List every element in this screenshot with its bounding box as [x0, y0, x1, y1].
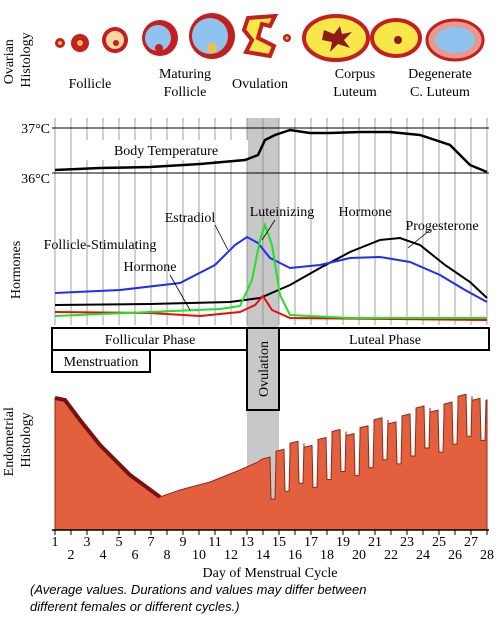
lh-curve	[54, 221, 487, 319]
menstrual-edge	[54, 396, 162, 499]
day-label: 24	[416, 548, 430, 563]
menstruation-bar	[51, 349, 151, 373]
luteal-label: Luteal Phase	[349, 333, 421, 348]
endometrium-shape	[54, 393, 488, 531]
day-label: 14	[256, 548, 270, 563]
progesterone-label: Progesterone	[405, 219, 478, 234]
day-label: 23	[400, 535, 414, 550]
day-label: 27	[464, 535, 478, 550]
ovary-icons	[55, 13, 485, 62]
stage-line: Follicle	[164, 85, 207, 100]
stage-line: Maturing	[159, 67, 211, 82]
stage-labels: Follicle Maturing Follicle Ovulation Corpus L…	[69, 67, 472, 100]
day-label: 15	[272, 535, 286, 550]
label-line: Endometrial	[2, 407, 17, 476]
ovulation-box	[246, 327, 280, 411]
day-label: 28	[480, 548, 494, 563]
day-label: 19	[336, 535, 350, 550]
stage-line: C. Luteum	[410, 85, 470, 100]
label-line: Histology	[19, 412, 34, 467]
note: different females or different cycles.)	[30, 599, 240, 614]
day-label: 18	[320, 548, 334, 563]
stage-line: Luteum	[333, 85, 377, 100]
day-label: 21	[368, 535, 382, 550]
estradiol-curve	[54, 235, 488, 303]
stage-label: Ovulation	[232, 77, 288, 92]
day-label: 3	[84, 535, 91, 550]
day-label: 4	[100, 548, 107, 563]
note: (Average values. Durations and values ma…	[30, 582, 367, 597]
stage-line: Degenerate	[408, 67, 472, 82]
day-label: 1	[52, 535, 59, 550]
day-label: 8	[164, 548, 171, 563]
hormones-label: Hormones	[9, 241, 24, 299]
day-label: 5	[116, 535, 123, 550]
lh-label: Luteinizing	[250, 205, 315, 220]
x-axis-title: Day of Menstrual Cycle	[203, 566, 338, 581]
day-labels: 1234567891011121314151617181920212223242…	[52, 535, 495, 563]
day-label: 12	[224, 548, 238, 563]
fsh-label: Follicle-Stimulating	[44, 238, 157, 253]
day-label: 6	[132, 548, 139, 563]
pointer-lines	[169, 219, 431, 311]
menstruation-label: Menstruation	[64, 355, 139, 370]
label-line: Ovarian	[2, 39, 17, 84]
estradiol-label: Estradiol	[165, 211, 216, 226]
fsh-curve	[54, 294, 488, 321]
day-label: 20	[352, 548, 366, 563]
day-label: 17	[304, 535, 318, 550]
stage-line: Corpus	[335, 67, 375, 82]
lh-label: Hormone	[339, 205, 392, 220]
stage-label: Degenerate C. Luteum	[408, 67, 472, 100]
label-bg	[84, 140, 248, 160]
fsh-label: Hormone	[124, 260, 177, 275]
stage-label: Follicle	[69, 77, 112, 92]
day-label: 2	[68, 548, 75, 563]
day-label: 9	[180, 535, 187, 550]
ovarian-label: Ovarian Histology	[2, 32, 34, 87]
temp-tick: 36°C	[21, 172, 50, 187]
stage-label: Corpus Luteum	[333, 67, 377, 100]
day-label: 26	[448, 548, 462, 563]
day-label: 13	[240, 535, 254, 550]
endometrial-label: Endometrial Histology	[2, 404, 34, 477]
progesterone-curve	[54, 236, 488, 306]
day-label: 7	[148, 535, 155, 550]
ovulation-phase-label: Ovulation	[257, 341, 272, 397]
day-label: 25	[432, 535, 446, 550]
temperature-curve	[54, 128, 488, 174]
label-line: Histology	[19, 32, 34, 87]
day-label: 11	[208, 535, 221, 550]
stage-label: Maturing Follicle	[159, 67, 211, 100]
day-label: 10	[192, 548, 206, 563]
stage-line: Ovulation	[232, 77, 288, 92]
stage-line: Follicle	[69, 77, 112, 92]
temp-tick: 37°C	[21, 122, 50, 137]
day-label: 16	[288, 548, 302, 563]
day-label: 22	[384, 548, 398, 563]
follicular-label: Follicular Phase	[105, 333, 196, 348]
temperature-label: Body Temperature	[114, 144, 218, 159]
